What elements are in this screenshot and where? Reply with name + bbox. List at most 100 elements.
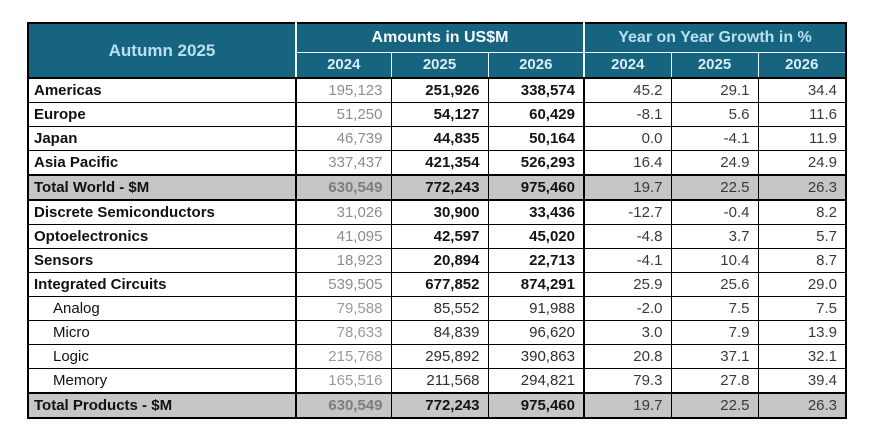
table-row: Total World - $M 630,549 772,243 975,460 19.… [27, 174, 847, 201]
growth-cell-2025: 24.9 [670, 150, 759, 176]
table-row: Memory 165,516 211,568 294,821 79.3 27.8 39.4 [27, 368, 847, 394]
row-label: Integrated Circuits [27, 272, 297, 297]
table-row: Americas 195,123 251,926 338,574 45.2 29.1 34.… [27, 77, 847, 103]
growth-cell-2025: 27.8 [670, 368, 759, 394]
table-row: Asia Pacific 337,437 421,354 526,293 16.4 24.… [27, 150, 847, 176]
amounts-year-header-2024: 2024 [295, 51, 392, 79]
row-label: Micro [27, 320, 297, 345]
growth-cell-2026: 26.3 [757, 174, 847, 201]
amount-cell-2025: 421,354 [390, 150, 489, 176]
amounts-year-header-2025: 2025 [390, 51, 489, 79]
amount-cell-2024: 165,516 [295, 368, 392, 394]
growth-cell-2024: -8.1 [583, 102, 672, 127]
amount-cell-2024: 18,923 [295, 248, 392, 273]
forecast-table-container: Autumn 2025 Amounts in US$M Year on Year… [27, 22, 848, 419]
growth-cell-2025: 37.1 [670, 344, 759, 369]
growth-cell-2024: -4.1 [583, 248, 672, 273]
amount-cell-2024: 46,739 [295, 126, 392, 151]
amount-cell-2025: 84,839 [390, 320, 489, 345]
row-label: Asia Pacific [27, 150, 297, 176]
amount-cell-2025: 251,926 [390, 77, 489, 103]
row-label: Europe [27, 102, 297, 127]
amount-cell-2026: 338,574 [487, 77, 585, 103]
amount-cell-2024: 41,095 [295, 224, 392, 249]
growth-cell-2026: 34.4 [757, 77, 847, 103]
amount-cell-2025: 20,894 [390, 248, 489, 273]
amounts-group-header: Amounts in US$M [295, 22, 585, 53]
growth-cell-2026: 7.5 [757, 296, 847, 321]
growth-cell-2024: 19.7 [583, 174, 672, 201]
amount-cell-2024: 215,768 [295, 344, 392, 369]
table-row: Analog 79,588 85,552 91,988 -2.0 7.5 7.5 [27, 296, 847, 321]
amount-cell-2025: 295,892 [390, 344, 489, 369]
row-label: Optoelectronics [27, 224, 297, 249]
growth-cell-2026: 39.4 [757, 368, 847, 394]
growth-cell-2025: -4.1 [670, 126, 759, 151]
amount-cell-2024: 337,437 [295, 150, 392, 176]
growth-cell-2024: 3.0 [583, 320, 672, 345]
table-header: Autumn 2025 Amounts in US$M Year on Year… [27, 22, 847, 79]
row-label: Total World - $M [27, 174, 297, 201]
amount-cell-2026: 45,020 [487, 224, 585, 249]
growth-cell-2026: 5.7 [757, 224, 847, 249]
growth-year-header-2025: 2025 [670, 51, 759, 79]
amount-cell-2025: 211,568 [390, 368, 489, 394]
amount-cell-2026: 22,713 [487, 248, 585, 273]
growth-cell-2024: 0.0 [583, 126, 672, 151]
row-label: Discrete Semiconductors [27, 199, 297, 225]
growth-cell-2026: 8.7 [757, 248, 847, 273]
row-label: Sensors [27, 248, 297, 273]
amount-cell-2025: 85,552 [390, 296, 489, 321]
amount-cell-2026: 294,821 [487, 368, 585, 394]
row-label: Memory [27, 368, 297, 394]
amount-cell-2025: 30,900 [390, 199, 489, 225]
amount-cell-2026: 91,988 [487, 296, 585, 321]
growth-cell-2024: -4.8 [583, 224, 672, 249]
growth-cell-2026: 13.9 [757, 320, 847, 345]
table-row: Optoelectronics 41,095 42,597 45,020 -4.8 3.7… [27, 224, 847, 249]
amount-cell-2025: 677,852 [390, 272, 489, 297]
growth-cell-2025: -0.4 [670, 199, 759, 225]
growth-year-header-2024: 2024 [583, 51, 672, 79]
table-row: Integrated Circuits 539,505 677,852 874,291… [27, 272, 847, 297]
growth-cell-2024: 20.8 [583, 344, 672, 369]
amount-cell-2024: 630,549 [295, 174, 392, 201]
amount-cell-2025: 42,597 [390, 224, 489, 249]
amount-cell-2024: 195,123 [295, 77, 392, 103]
growth-cell-2026: 11.6 [757, 102, 847, 127]
row-label: Japan [27, 126, 297, 151]
growth-cell-2024: 79.3 [583, 368, 672, 394]
amount-cell-2025: 772,243 [390, 392, 489, 419]
amount-cell-2026: 50,164 [487, 126, 585, 151]
amount-cell-2025: 54,127 [390, 102, 489, 127]
amount-cell-2026: 874,291 [487, 272, 585, 297]
amount-cell-2026: 526,293 [487, 150, 585, 176]
amount-cell-2026: 390,863 [487, 344, 585, 369]
growth-cell-2025: 22.5 [670, 174, 759, 201]
row-label: Logic [27, 344, 297, 369]
amount-cell-2026: 96,620 [487, 320, 585, 345]
growth-cell-2025: 7.9 [670, 320, 759, 345]
forecast-table: Autumn 2025 Amounts in US$M Year on Year… [27, 22, 848, 419]
amount-cell-2024: 630,549 [295, 392, 392, 419]
growth-year-header-2026: 2026 [757, 51, 847, 79]
row-label: Analog [27, 296, 297, 321]
amount-cell-2026: 975,460 [487, 392, 585, 419]
growth-cell-2026: 11.9 [757, 126, 847, 151]
growth-cell-2024: 19.7 [583, 392, 672, 419]
amount-cell-2024: 31,026 [295, 199, 392, 225]
amount-cell-2024: 78,633 [295, 320, 392, 345]
growth-cell-2026: 29.0 [757, 272, 847, 297]
growth-group-header: Year on Year Growth in % [582, 22, 847, 53]
amount-cell-2024: 539,505 [295, 272, 392, 297]
amount-cell-2024: 79,588 [295, 296, 392, 321]
growth-cell-2026: 26.3 [757, 392, 847, 419]
growth-cell-2025: 25.6 [670, 272, 759, 297]
table-row: Sensors 18,923 20,894 22,713 -4.1 10.4 8.7 [27, 248, 847, 273]
table-row: Total Products - $M 630,549 772,243 975,460… [27, 392, 847, 419]
growth-cell-2024: 25.9 [583, 272, 672, 297]
growth-cell-2024: -2.0 [583, 296, 672, 321]
amount-cell-2026: 975,460 [487, 174, 585, 201]
growth-cell-2025: 10.4 [670, 248, 759, 273]
